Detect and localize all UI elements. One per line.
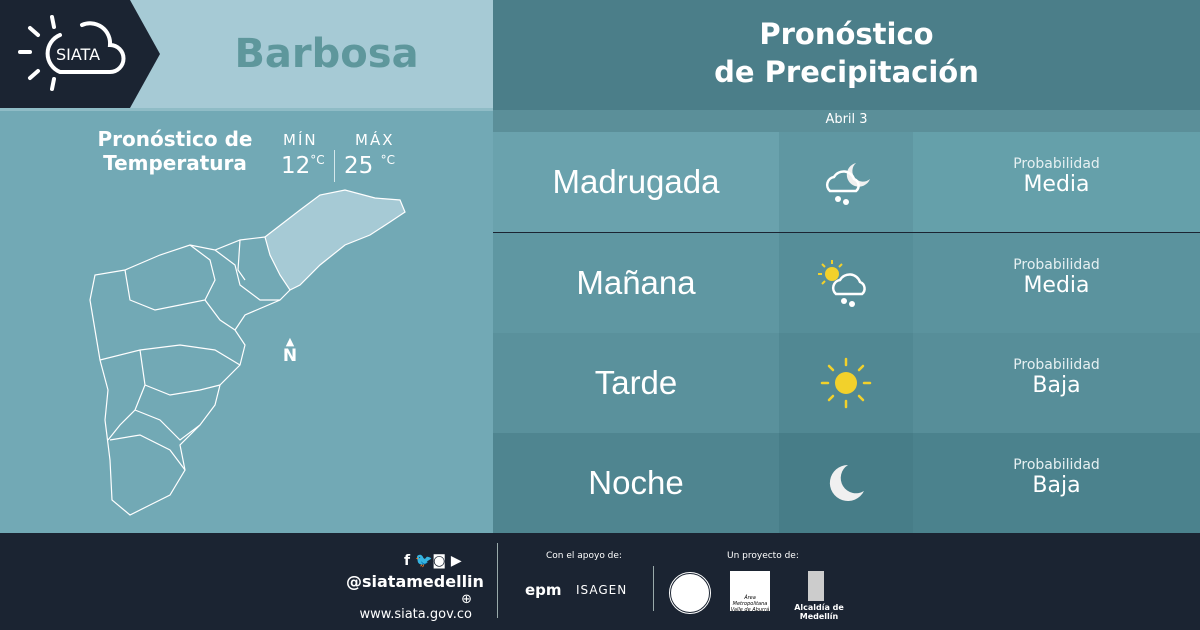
- sun-cloud-logo-icon: SIATA: [18, 15, 126, 91]
- social-handle[interactable]: @siatamedellin: [346, 572, 484, 591]
- area-metropolitana-logo: Área Metropolitana Valle de Aburrá: [730, 571, 770, 611]
- period-label: Madrugada: [552, 163, 720, 200]
- probability-value: Media: [1023, 273, 1090, 298]
- temperature-title: Pronóstico de Temperatura: [97, 127, 253, 175]
- temperature-panel: [0, 108, 493, 533]
- facebook-icon[interactable]: f: [404, 553, 411, 569]
- globe-icon: ⊕: [461, 592, 472, 607]
- sun-cloud-rain-icon: [779, 233, 913, 333]
- probability-label: Probabilidad: [1013, 156, 1100, 172]
- footer: f 🐦◙ ▶ @siatamedellin ⊕ www.siata.gov.co…: [0, 533, 1200, 630]
- probability-label: Probabilidad: [1013, 457, 1100, 473]
- period-label: Tarde: [594, 364, 678, 401]
- period-label: Noche: [588, 464, 684, 501]
- divider: [653, 566, 654, 611]
- sun-icon: [779, 333, 913, 433]
- municipality-map: [89, 189, 406, 516]
- min-temperature: 12°C: [281, 153, 325, 179]
- epm-logo: epm: [525, 581, 562, 599]
- instagram-icon[interactable]: ◙: [432, 553, 446, 569]
- period-label: Mañana: [576, 264, 696, 301]
- forecast-date: Abril 3: [493, 110, 1200, 132]
- period-row-manana: Mañana Probabilidad Media: [493, 233, 1200, 333]
- probability-value: Baja: [1032, 373, 1081, 398]
- north-indicator: ▲ N: [280, 335, 300, 365]
- cloud-moon-rain-icon: [779, 132, 913, 232]
- divider: [497, 543, 498, 618]
- svg-text:SIATA: SIATA: [56, 45, 100, 64]
- alcaldia-label: Alcaldía de Medellín: [794, 603, 844, 621]
- probability-label: Probabilidad: [1013, 357, 1100, 373]
- period-row-madrugada: Madrugada Probabilidad Media: [493, 132, 1200, 232]
- precipitation-title: Pronóstico de Precipitación: [493, 0, 1200, 110]
- period-row-noche: Noche Probabilidad Baja: [493, 433, 1200, 533]
- youtube-icon[interactable]: ▶: [450, 553, 462, 569]
- north-arrow-icon: ▲: [285, 335, 295, 348]
- siata-logo: SIATA: [0, 0, 160, 108]
- probability-value: Media: [1023, 172, 1090, 197]
- alcaldia-shield-logo: [808, 571, 824, 601]
- min-label: MÍN: [283, 131, 318, 149]
- support-label: Con el apoyo de:: [546, 551, 622, 561]
- isagen-logo: ISAGEN: [576, 583, 628, 597]
- probability-value: Baja: [1032, 473, 1081, 498]
- twitter-icon[interactable]: 🐦: [414, 553, 433, 569]
- social-icons[interactable]: f 🐦◙ ▶: [404, 553, 462, 569]
- period-row-tarde: Tarde Probabilidad Baja: [493, 333, 1200, 433]
- max-temperature: 25 °C: [344, 153, 395, 179]
- max-label: MÁX: [355, 131, 395, 149]
- divider: [334, 150, 335, 182]
- moon-icon: [779, 433, 913, 533]
- probability-label: Probabilidad: [1013, 257, 1100, 273]
- website-link[interactable]: ⊕ www.siata.gov.co: [359, 592, 472, 622]
- city-name: Barbosa: [234, 31, 419, 77]
- medellin-seal-logo: [668, 571, 712, 615]
- project-label: Un proyecto de:: [727, 551, 799, 561]
